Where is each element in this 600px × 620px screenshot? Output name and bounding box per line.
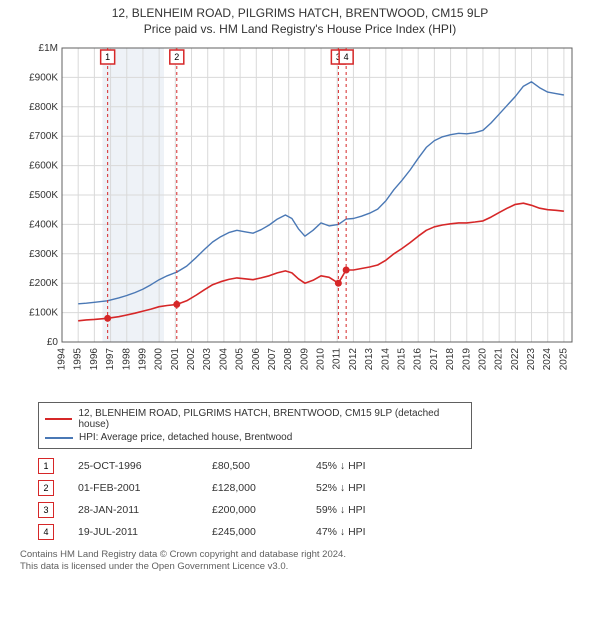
legend-row: HPI: Average price, detached house, Bren…: [45, 431, 465, 444]
svg-text:1996: 1996: [89, 348, 100, 371]
legend-label: 12, BLENHEIM ROAD, PILGRIMS HATCH, BRENT…: [78, 408, 465, 430]
svg-text:2004: 2004: [218, 348, 229, 371]
legend: 12, BLENHEIM ROAD, PILGRIMS HATCH, BRENT…: [38, 402, 472, 449]
transaction-diff: 45% ↓ HPI: [316, 460, 396, 472]
svg-text:2019: 2019: [461, 348, 472, 371]
svg-text:2003: 2003: [202, 348, 213, 371]
svg-text:2002: 2002: [186, 348, 197, 371]
svg-text:2008: 2008: [283, 348, 294, 371]
svg-text:2012: 2012: [348, 348, 359, 371]
svg-text:2025: 2025: [558, 348, 569, 371]
svg-text:£800K: £800K: [29, 102, 58, 113]
svg-text:2022: 2022: [510, 348, 521, 371]
svg-text:1: 1: [105, 52, 110, 62]
transaction-date: 28-JAN-2011: [78, 504, 188, 516]
svg-text:2010: 2010: [316, 348, 327, 371]
transaction-marker: 4: [38, 524, 54, 540]
svg-text:2000: 2000: [154, 348, 165, 371]
legend-swatch: [45, 437, 73, 439]
svg-text:£100K: £100K: [29, 308, 58, 319]
transaction-price: £80,500: [212, 460, 292, 472]
transaction-table: 1 25-OCT-1996 £80,500 45% ↓ HPI 2 01-FEB-2001…: [38, 455, 582, 543]
svg-text:2009: 2009: [299, 348, 310, 371]
transaction-diff: 52% ↓ HPI: [316, 482, 396, 494]
svg-text:2014: 2014: [380, 348, 391, 371]
svg-text:2001: 2001: [170, 348, 181, 371]
svg-text:2018: 2018: [445, 348, 456, 371]
svg-text:2011: 2011: [332, 348, 343, 370]
svg-text:£200K: £200K: [29, 278, 58, 289]
svg-text:2007: 2007: [267, 348, 278, 371]
plot-area: £0 £100K £200K £300K £400K £500K £600K £700K £80…: [20, 42, 580, 392]
transaction-date: 01-FEB-2001: [78, 482, 188, 494]
transaction-date: 25-OCT-1996: [78, 460, 188, 472]
svg-text:1994: 1994: [57, 348, 68, 371]
transaction-diff: 59% ↓ HPI: [316, 504, 396, 516]
svg-text:£700K: £700K: [29, 131, 58, 142]
svg-text:2006: 2006: [251, 348, 262, 371]
transaction-row: 2 01-FEB-2001 £128,000 52% ↓ HPI: [38, 477, 582, 499]
svg-text:4: 4: [344, 52, 349, 62]
transaction-price: £128,000: [212, 482, 292, 494]
transaction-row: 3 28-JAN-2011 £200,000 59% ↓ HPI: [38, 499, 582, 521]
svg-text:1995: 1995: [73, 348, 84, 371]
svg-text:£1M: £1M: [39, 43, 58, 54]
transaction-marker: 2: [38, 480, 54, 496]
svg-text:£0: £0: [47, 337, 59, 348]
svg-text:£500K: £500K: [29, 190, 58, 201]
svg-text:2005: 2005: [235, 348, 246, 371]
legend-label: HPI: Average price, detached house, Bren…: [79, 432, 292, 443]
svg-text:2013: 2013: [364, 348, 375, 371]
svg-text:2015: 2015: [397, 348, 408, 371]
transaction-diff: 47% ↓ HPI: [316, 526, 396, 538]
svg-text:2021: 2021: [494, 348, 505, 371]
title-subtitle: Price paid vs. HM Land Registry's House …: [10, 22, 590, 36]
svg-text:2: 2: [174, 52, 179, 62]
svg-text:2016: 2016: [413, 348, 424, 371]
svg-text:£600K: £600K: [29, 161, 58, 172]
transaction-price: £245,000: [212, 526, 292, 538]
svg-text:£900K: £900K: [29, 72, 58, 83]
footer-line1: Contains HM Land Registry data © Crown c…: [20, 549, 582, 561]
legend-swatch: [45, 418, 72, 420]
svg-text:£400K: £400K: [29, 219, 58, 230]
svg-text:1998: 1998: [121, 348, 132, 371]
svg-text:1999: 1999: [137, 348, 148, 371]
transaction-marker: 3: [38, 502, 54, 518]
transaction-marker: 1: [38, 458, 54, 474]
transaction-row: 4 19-JUL-2011 £245,000 47% ↓ HPI: [38, 521, 582, 543]
title-address: 12, BLENHEIM ROAD, PILGRIMS HATCH, BRENT…: [10, 6, 590, 20]
chart-svg: £0 £100K £200K £300K £400K £500K £600K £700K £80…: [20, 42, 580, 392]
svg-text:£300K: £300K: [29, 249, 58, 260]
svg-text:1997: 1997: [105, 348, 116, 371]
legend-row: 12, BLENHEIM ROAD, PILGRIMS HATCH, BRENT…: [45, 407, 465, 431]
svg-text:2023: 2023: [526, 348, 537, 371]
transaction-row: 1 25-OCT-1996 £80,500 45% ↓ HPI: [38, 455, 582, 477]
svg-text:2017: 2017: [429, 348, 440, 371]
transaction-price: £200,000: [212, 504, 292, 516]
svg-text:2024: 2024: [542, 348, 553, 371]
chart-container: 12, BLENHEIM ROAD, PILGRIMS HATCH, BRENT…: [0, 0, 600, 580]
transaction-date: 19-JUL-2011: [78, 526, 188, 538]
footer-line2: This data is licensed under the Open Gov…: [20, 561, 582, 573]
footer-attribution: Contains HM Land Registry data © Crown c…: [20, 549, 582, 574]
chart-titles: 12, BLENHEIM ROAD, PILGRIMS HATCH, BRENT…: [10, 6, 590, 36]
svg-text:2020: 2020: [477, 348, 488, 371]
